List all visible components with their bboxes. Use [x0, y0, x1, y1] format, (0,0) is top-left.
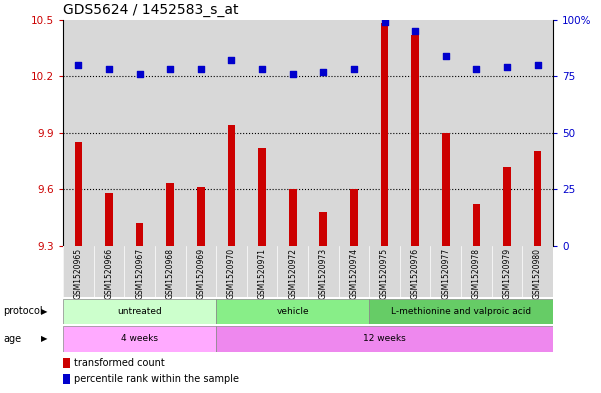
Text: GSM1520970: GSM1520970: [227, 248, 236, 299]
Text: GSM1520966: GSM1520966: [105, 248, 114, 299]
Text: 12 weeks: 12 weeks: [363, 334, 406, 343]
Bar: [105, 193, 113, 246]
Bar: [289, 189, 296, 246]
Text: GSM1520977: GSM1520977: [441, 248, 450, 299]
Point: [227, 57, 236, 63]
Text: GSM1520975: GSM1520975: [380, 248, 389, 299]
Text: percentile rank within the sample: percentile rank within the sample: [74, 374, 239, 384]
Bar: [380, 24, 388, 246]
Point: [472, 66, 481, 72]
Text: GSM1520980: GSM1520980: [533, 248, 542, 299]
Text: GSM1520965: GSM1520965: [74, 248, 83, 299]
Text: GSM1520969: GSM1520969: [197, 248, 206, 299]
Bar: [472, 204, 480, 246]
Point: [165, 66, 175, 72]
Text: ▶: ▶: [41, 334, 47, 343]
Text: GDS5624 / 1452583_s_at: GDS5624 / 1452583_s_at: [63, 3, 239, 17]
Text: 4 weeks: 4 weeks: [121, 334, 158, 343]
Text: GSM1520971: GSM1520971: [258, 248, 267, 299]
Bar: [75, 142, 82, 246]
Text: GSM1520976: GSM1520976: [410, 248, 419, 299]
Point: [104, 66, 114, 72]
Bar: [411, 35, 419, 246]
Point: [196, 66, 206, 72]
Text: L-methionine and valproic acid: L-methionine and valproic acid: [391, 307, 531, 316]
Bar: [442, 133, 450, 246]
Text: GSM1520968: GSM1520968: [166, 248, 175, 299]
Bar: [258, 148, 266, 246]
Bar: [369, 299, 553, 324]
Point: [533, 62, 543, 68]
Bar: [503, 167, 511, 246]
Text: GSM1520972: GSM1520972: [288, 248, 297, 299]
Point: [502, 64, 512, 70]
Text: untreated: untreated: [117, 307, 162, 316]
Bar: [216, 299, 369, 324]
Point: [135, 71, 144, 77]
Text: GSM1520978: GSM1520978: [472, 248, 481, 299]
Bar: [63, 299, 216, 324]
Point: [73, 62, 83, 68]
Text: GSM1520974: GSM1520974: [349, 248, 358, 299]
Text: transformed count: transformed count: [74, 358, 165, 368]
Bar: [197, 187, 205, 246]
Bar: [63, 246, 553, 297]
Point: [380, 19, 389, 25]
Point: [257, 66, 267, 72]
Bar: [216, 326, 553, 352]
Bar: [166, 184, 174, 246]
Point: [349, 66, 359, 72]
Point: [319, 68, 328, 75]
Text: protocol: protocol: [3, 307, 43, 316]
Bar: [228, 125, 236, 246]
Text: ▶: ▶: [41, 307, 47, 316]
Text: GSM1520967: GSM1520967: [135, 248, 144, 299]
Bar: [350, 189, 358, 246]
Point: [441, 53, 451, 59]
Text: GSM1520973: GSM1520973: [319, 248, 328, 299]
Point: [410, 28, 420, 34]
Text: GSM1520979: GSM1520979: [502, 248, 511, 299]
Bar: [534, 151, 542, 246]
Text: age: age: [3, 334, 21, 344]
Bar: [320, 212, 327, 246]
Bar: [136, 223, 144, 246]
Bar: [63, 326, 216, 352]
Point: [288, 71, 297, 77]
Text: vehicle: vehicle: [276, 307, 309, 316]
